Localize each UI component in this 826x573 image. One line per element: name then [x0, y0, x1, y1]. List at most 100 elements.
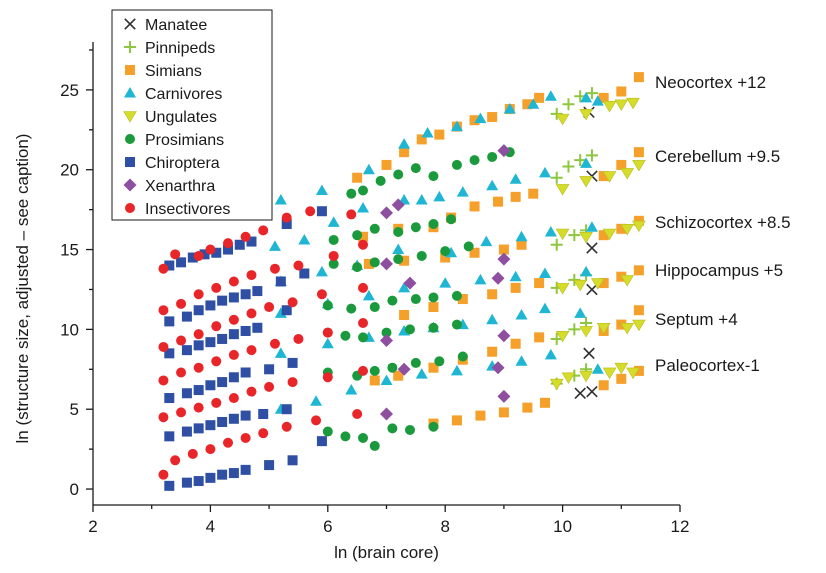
- data-point: [321, 337, 334, 349]
- data-point: [457, 351, 468, 362]
- data-point: [598, 92, 609, 103]
- data-point: [193, 289, 204, 300]
- data-point: [181, 388, 192, 399]
- legend-label: Xenarthra: [145, 178, 215, 195]
- data-point: [503, 103, 516, 114]
- series-xenarthra: [380, 144, 511, 421]
- data-point: [561, 372, 576, 384]
- data-point: [211, 282, 222, 293]
- data-point: [620, 275, 634, 287]
- x-axis-ticks: 2 4 6 8 10 12: [88, 505, 689, 536]
- data-point: [240, 464, 251, 475]
- data-point: [246, 308, 257, 319]
- data-point: [498, 244, 509, 255]
- structure-label: Cerebellum +9.5: [655, 147, 780, 166]
- data-point: [322, 327, 333, 338]
- data-point: [287, 377, 298, 388]
- data-point: [269, 263, 280, 274]
- x-axis: 2 4 6 8 10 12 ln (brain core): [88, 504, 689, 562]
- data-point: [421, 127, 434, 138]
- data-point: [397, 362, 411, 376]
- data-point: [583, 347, 595, 360]
- legend-marker: [125, 157, 135, 167]
- series-pinnipeds: [550, 87, 598, 390]
- data-point: [410, 294, 421, 305]
- data-point: [434, 356, 445, 367]
- series-chiroptera: [164, 206, 327, 491]
- legend-item: Simians: [125, 63, 202, 80]
- data-point: [633, 305, 644, 316]
- data-point: [539, 397, 550, 408]
- data-point: [585, 87, 598, 100]
- data-point: [544, 90, 557, 101]
- data-point: [456, 186, 469, 197]
- data-point: [493, 196, 504, 207]
- series-manatee: [574, 106, 598, 400]
- data-point: [626, 97, 640, 110]
- data-point: [450, 120, 463, 132]
- data-point: [316, 436, 327, 447]
- data-point: [228, 393, 239, 404]
- data-point: [158, 305, 169, 316]
- y-tick-label: 5: [70, 400, 79, 419]
- data-point: [616, 223, 627, 234]
- data-point: [311, 415, 322, 426]
- data-point: [369, 302, 380, 313]
- data-point: [549, 378, 564, 391]
- data-point: [515, 230, 528, 242]
- data-point: [555, 330, 570, 343]
- data-point: [440, 246, 451, 257]
- data-point: [579, 109, 593, 121]
- data-point: [181, 311, 192, 322]
- data-point: [632, 160, 646, 172]
- y-tick-label: 15: [60, 241, 79, 260]
- data-point: [451, 319, 462, 330]
- data-point: [415, 194, 428, 205]
- data-point: [274, 307, 287, 318]
- data-point: [579, 176, 593, 188]
- x-tick-label: 12: [671, 517, 690, 536]
- data-point: [381, 159, 392, 170]
- data-point: [510, 338, 521, 349]
- data-point: [358, 432, 369, 443]
- legend: Manatee Pinnipeds Simians Carnivores Ungulat…: [111, 9, 273, 221]
- legend-label: Simians: [145, 63, 202, 80]
- data-point: [487, 346, 498, 357]
- legend-marker: [125, 134, 135, 144]
- x-tick-label: 8: [440, 517, 449, 536]
- legend-label: Manatee: [145, 17, 207, 34]
- data-point: [228, 276, 239, 287]
- x-axis-label: ln (brain core): [334, 543, 439, 562]
- data-point: [287, 297, 298, 308]
- data-point: [380, 334, 393, 348]
- legend-item: Carnivores: [124, 86, 222, 103]
- data-point: [211, 247, 222, 258]
- data-point: [475, 410, 486, 421]
- data-point: [293, 260, 304, 271]
- data-point: [281, 305, 292, 316]
- data-point: [328, 250, 339, 261]
- data-point: [574, 387, 586, 400]
- data-point: [322, 300, 333, 311]
- data-point: [538, 267, 551, 278]
- data-point: [487, 151, 498, 162]
- data-point: [240, 289, 251, 300]
- data-point: [358, 332, 369, 343]
- data-point: [346, 188, 357, 199]
- x-tick-label: 4: [206, 517, 215, 536]
- legend-item: Manatee: [124, 17, 207, 34]
- data-point: [176, 298, 187, 309]
- data-point: [585, 221, 598, 232]
- data-point: [633, 72, 644, 83]
- data-point: [181, 426, 192, 437]
- data-point: [586, 283, 598, 296]
- data-point: [522, 402, 533, 413]
- data-point: [164, 316, 175, 327]
- data-point: [428, 421, 439, 432]
- data-point: [298, 233, 311, 245]
- data-point: [428, 302, 439, 313]
- data-point: [240, 325, 251, 336]
- data-point: [345, 384, 358, 395]
- data-point: [497, 252, 511, 266]
- data-point: [176, 407, 187, 418]
